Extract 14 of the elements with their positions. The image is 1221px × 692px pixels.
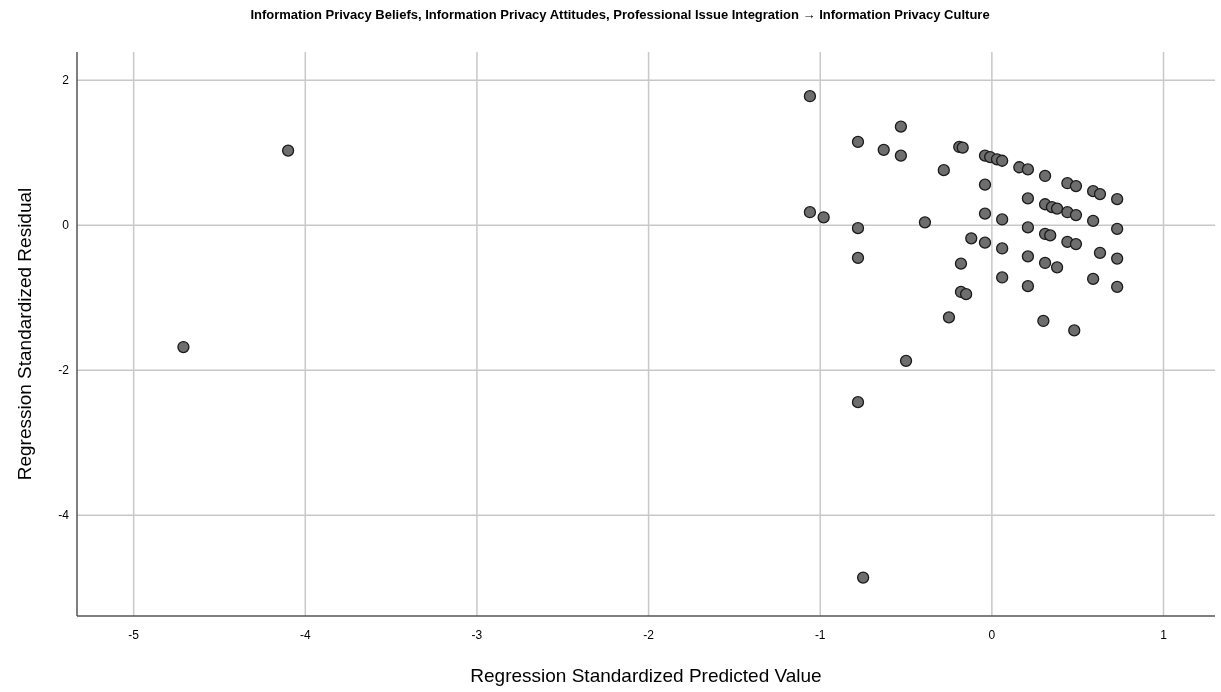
x-axis-title: Regression Standardized Predicted Value <box>470 665 822 686</box>
chart-title: Information Privacy Beliefs, Information Privacy Attitudes, Professional Issue Integration → Information Privacy Culture <box>250 7 990 22</box>
x-tick-label: -5 <box>128 628 140 642</box>
y-tick-label: 0 <box>62 218 70 233</box>
x-tick-label: -2 <box>643 628 655 642</box>
x-tick-label: -3 <box>471 628 483 642</box>
x-tick-label: 0 <box>988 628 996 642</box>
x-tick-label: 1 <box>1160 628 1168 642</box>
y-axis-title: Regression Standardized Residual <box>14 187 35 481</box>
y-tick-label: 2 <box>62 73 70 88</box>
x-tick-label: -1 <box>814 628 826 642</box>
x-tick-label: -4 <box>299 628 311 642</box>
y-tick-label: -4 <box>58 508 70 523</box>
y-tick-label: -2 <box>58 363 70 378</box>
